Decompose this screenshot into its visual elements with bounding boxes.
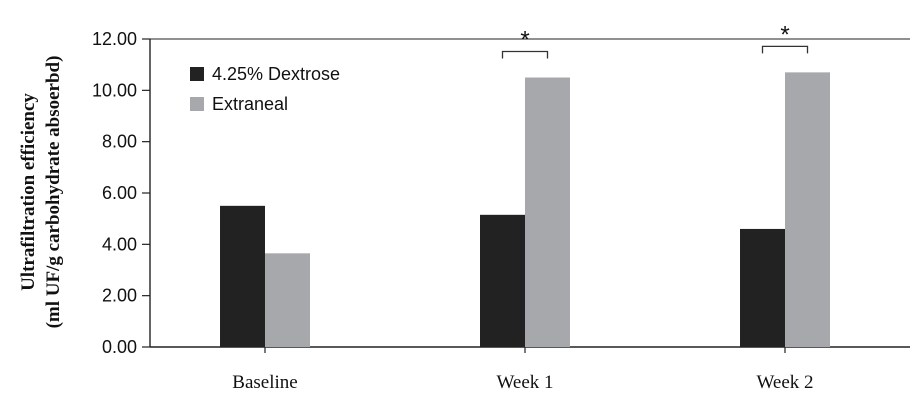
y-axis-title: Ultrafiltration efficiency (ml UF/g carb… [18, 56, 64, 329]
bar [265, 253, 310, 347]
significance-star: * [780, 21, 789, 48]
axes: 0.00 2.00 4.00 6.00 8.00 10.00 12.00 Baseline We… [92, 29, 910, 393]
y-tick-label: 2.00 [102, 286, 137, 306]
y-tick-label: 12.00 [92, 29, 137, 49]
legend-label: Extraneal [212, 94, 288, 114]
legend-swatch [190, 97, 204, 111]
y-tick-label: 6.00 [102, 183, 137, 203]
y-axis-title-line-2: (ml UF/g carbohydrate absoerbd) [43, 56, 64, 329]
significance-bracket [501, 50, 549, 59]
legend: 4.25% Dextrose Extraneal [190, 64, 340, 114]
x-tick-label: Week 2 [756, 372, 813, 393]
legend-label: 4.25% Dextrose [212, 64, 340, 84]
bar [480, 214, 525, 347]
y-axis-title-line-1: Ultrafiltration efficiency [18, 93, 39, 291]
bars [220, 72, 830, 347]
bar [785, 72, 830, 347]
significance-markers: * * [501, 21, 809, 59]
x-tick-label: Week 1 [496, 372, 553, 393]
bar [525, 77, 570, 347]
y-tick-label: 0.00 [102, 337, 137, 357]
bar [220, 205, 265, 347]
legend-swatch [190, 67, 204, 81]
x-tick-label: Baseline [232, 372, 297, 393]
significance-bracket [761, 45, 809, 54]
y-tick-label: 8.00 [102, 132, 137, 152]
significance-star: * [520, 27, 529, 54]
y-tick-label: 4.00 [102, 234, 137, 254]
bar [740, 228, 785, 347]
y-tick-label: 10.00 [92, 80, 137, 100]
